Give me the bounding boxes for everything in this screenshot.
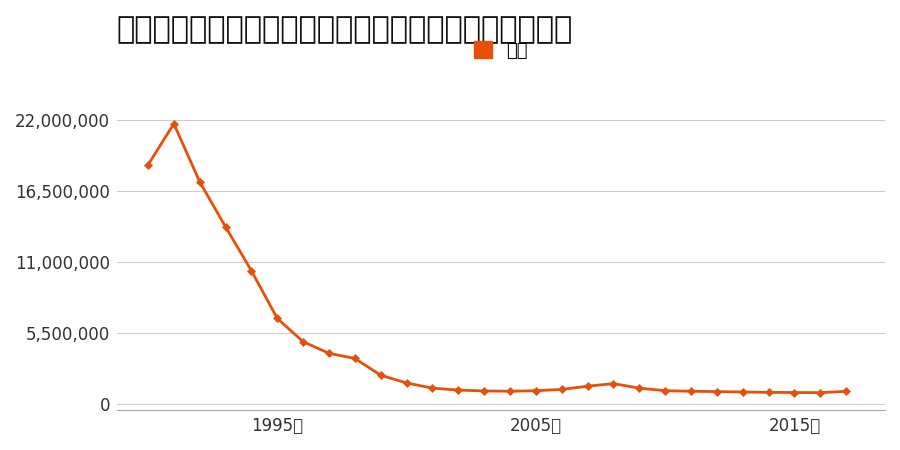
Legend: 価格: 価格 — [474, 41, 528, 60]
Text: 大阪府大阪市中央区南本町１丁目４４番５外の地価推移: 大阪府大阪市中央区南本町１丁目４４番５外の地価推移 — [117, 15, 573, 44]
